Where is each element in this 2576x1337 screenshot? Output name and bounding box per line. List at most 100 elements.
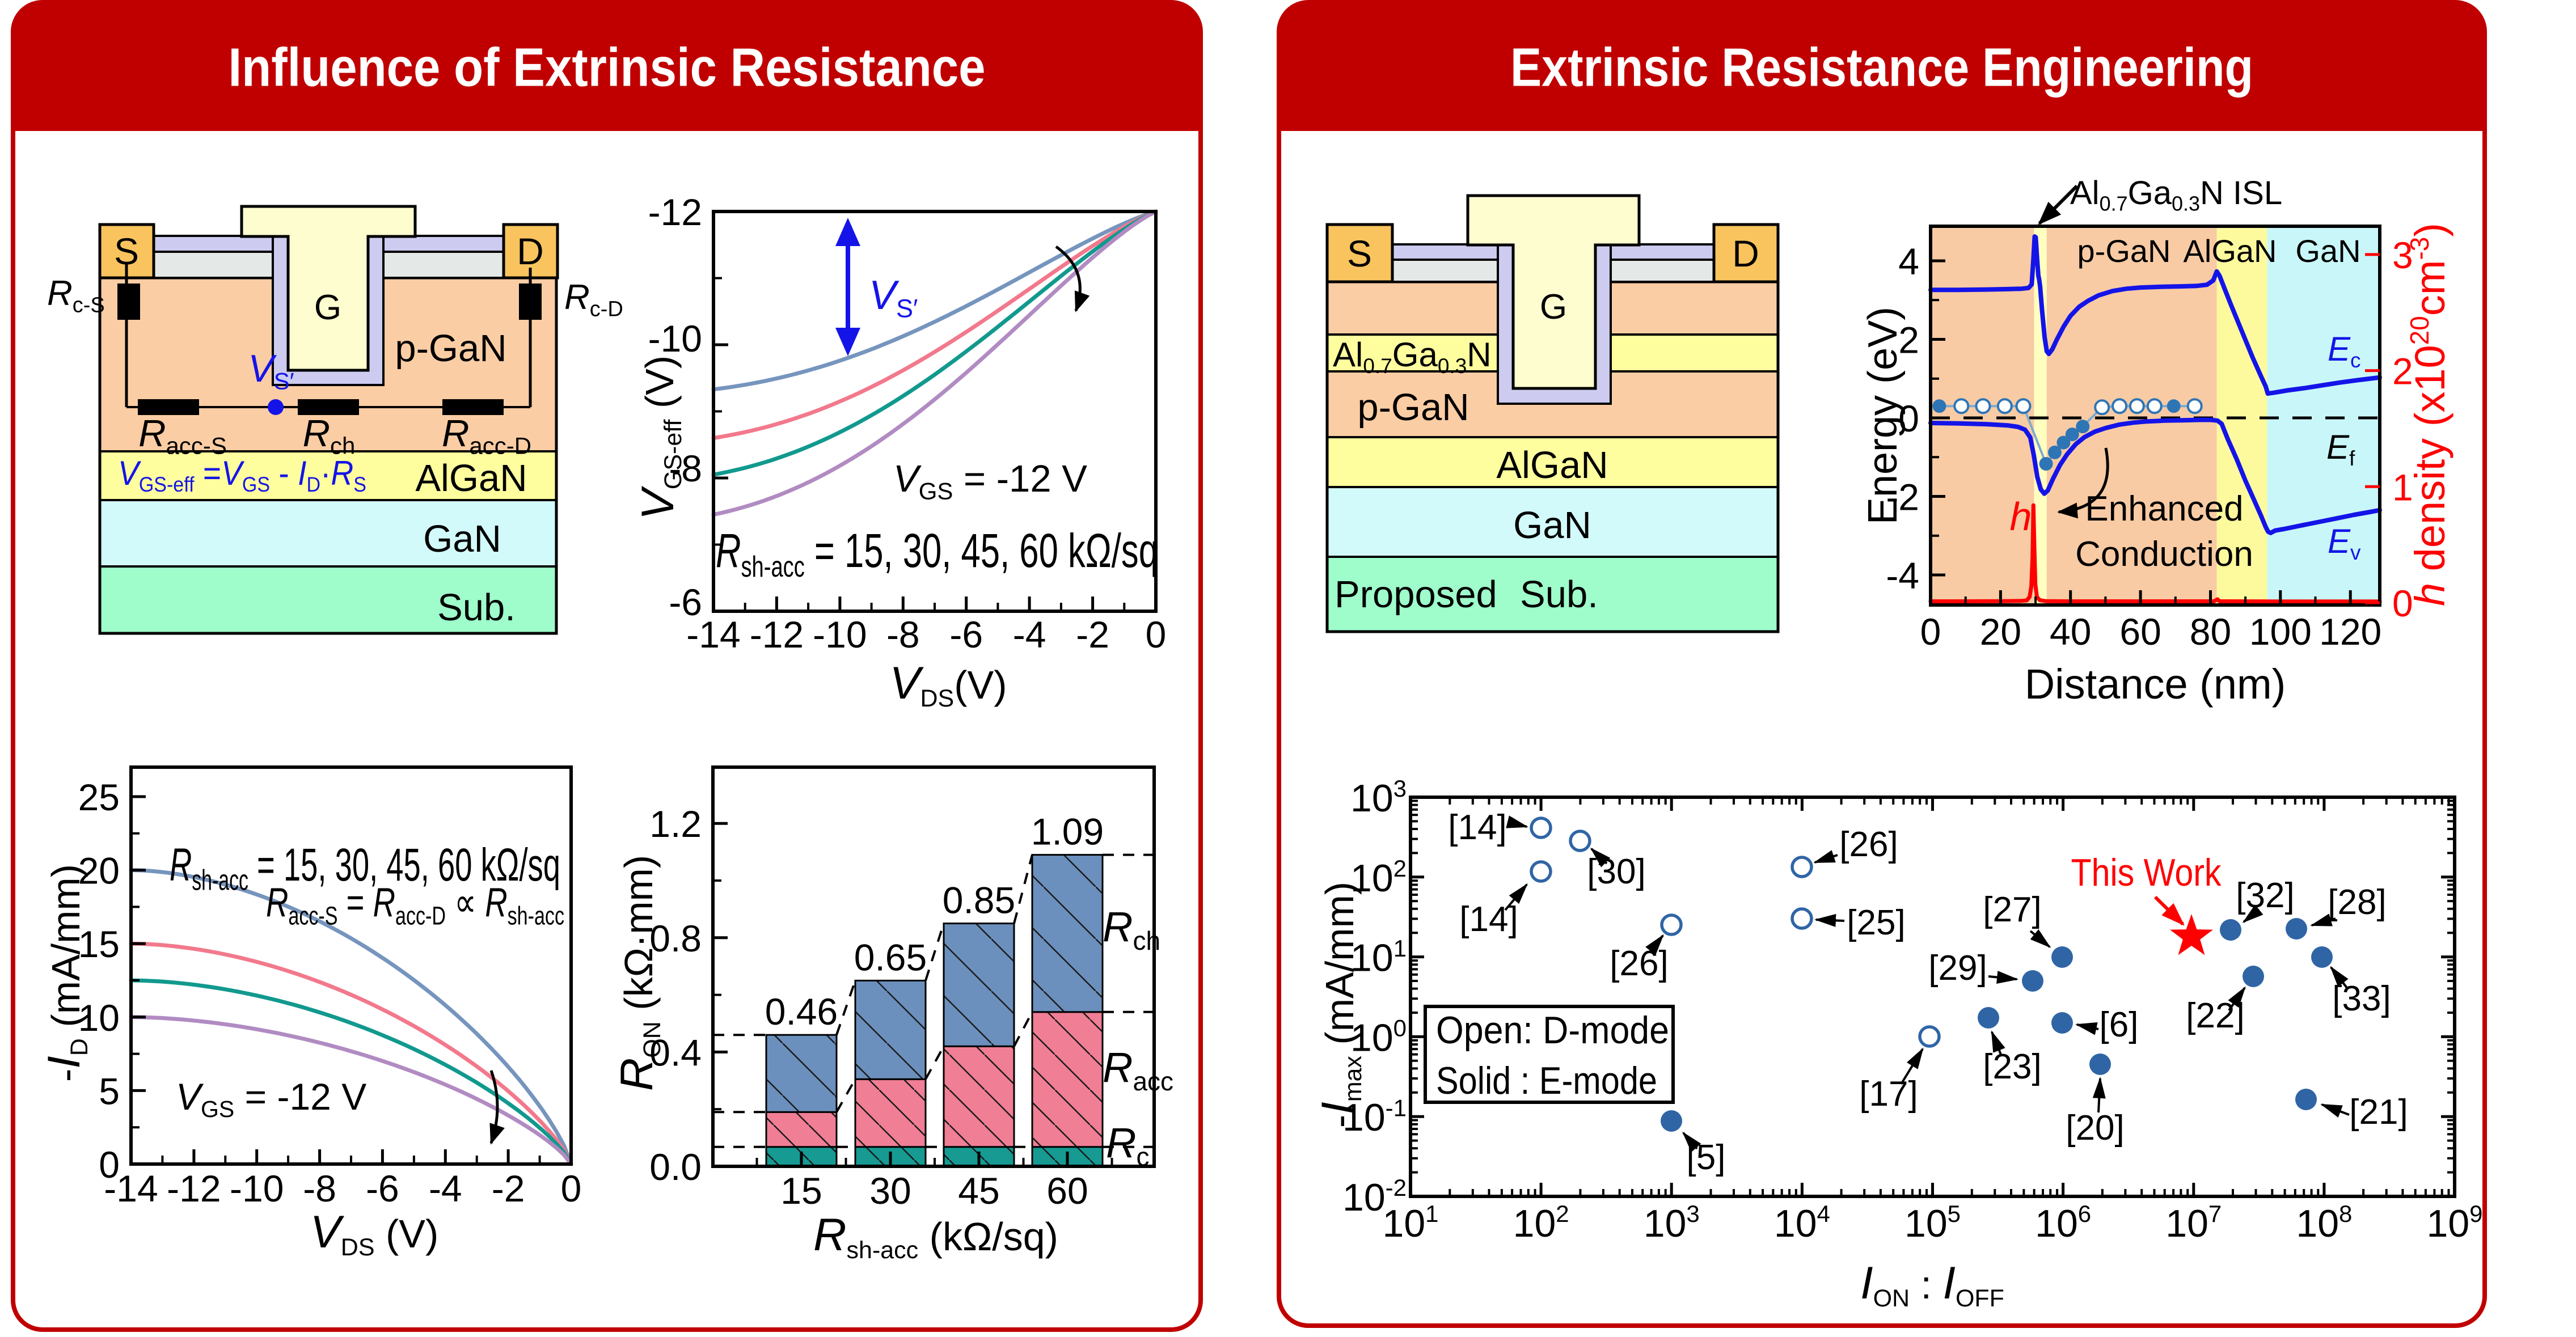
svg-text:GaN: GaN [2295,233,2360,269]
svg-text:15: 15 [78,923,120,965]
svg-text:1.09: 1.09 [1031,811,1104,853]
svg-text:p-GaN: p-GaN [1357,386,1469,429]
svg-text:30: 30 [869,1170,911,1212]
svg-text:Ef: Ef [2326,428,2355,470]
svg-text:p-GaN: p-GaN [395,327,506,370]
svg-text:VGS-eff (V): VGS-eff (V) [632,356,687,520]
svg-text:102: 102 [1513,1200,1569,1245]
svg-text:108: 108 [2296,1200,2352,1245]
svg-text:[33]: [33] [2332,979,2391,1018]
svg-text:0: 0 [99,1144,120,1186]
svg-text:0: 0 [2392,582,2413,624]
svg-text:Rsh-acc = 15, 30, 45, 60 kΩ/sq: Rsh-acc = 15, 30, 45, 60 kΩ/sq [170,839,560,896]
svg-text:Proposed: Proposed [1335,573,1497,616]
svg-text:Racc-D: Racc-D [442,412,531,459]
svg-text:-8: -8 [886,614,920,655]
svg-text:0.8: 0.8 [649,917,702,959]
svg-text:45: 45 [958,1170,999,1212]
svg-text:101: 101 [1350,935,1407,980]
svg-text:Rsh-acc = 15, 30, 45, 60 kΩ/sq: Rsh-acc = 15, 30, 45, 60 kΩ/sq [716,524,1158,583]
svg-text:4: 4 [1898,240,1919,282]
svg-text:This Work: This Work [2071,851,2222,894]
svg-text:104: 104 [1774,1200,1830,1245]
svg-text:GaN: GaN [423,518,501,560]
svg-text:G: G [314,288,341,327]
svg-text:VS′: VS′ [248,347,294,395]
svg-text:-6: -6 [366,1167,399,1209]
svg-text:102: 102 [1350,855,1407,900]
svg-text:Ec: Ec [2328,330,2361,372]
svg-text:Rch: Rch [303,412,356,459]
svg-text:Rc: Rc [1106,1119,1149,1171]
svg-text:[21]: [21] [2349,1093,2408,1132]
svg-text:D: D [1732,232,1759,274]
svg-text:[6]: [6] [2100,1005,2139,1044]
svg-text:2: 2 [1898,319,1919,361]
svg-text:-8: -8 [669,447,702,489]
svg-text:[28]: [28] [2328,883,2386,922]
svg-text:0: 0 [1898,397,1919,439]
svg-text:100: 100 [2249,611,2312,653]
svg-text:-12: -12 [648,191,702,233]
svg-text:[30]: [30] [1587,852,1645,891]
svg-text:3: 3 [2392,234,2413,276]
svg-text:VGS-eff =VGS - ID·RS: VGS-eff =VGS - ID·RS [118,454,366,496]
svg-text:D: D [517,230,544,272]
svg-text:0: 0 [1920,611,1941,653]
svg-text:1.2: 1.2 [649,803,702,845]
svg-text:Energy (eV): Energy (eV) [1860,307,1906,524]
svg-text:103: 103 [1350,775,1407,820]
svg-text:109: 109 [2427,1200,2483,1245]
svg-text:0.4: 0.4 [649,1031,702,1073]
svg-text:VGS = -12 V: VGS = -12 V [893,458,1087,504]
svg-text:AlGaN: AlGaN [415,457,527,500]
svg-text:[32]: [32] [2236,876,2294,915]
svg-text:h density (x1020cm-3): h density (x1020cm-3) [2405,223,2453,606]
svg-text:-2: -2 [492,1167,525,1209]
svg-text:[27]: [27] [1983,890,2041,929]
svg-text:ION : IOFF: ION : IOFF [1860,1258,2004,1312]
svg-text:VGS = -12 V: VGS = -12 V [176,1076,366,1122]
svg-text:Rch: Rch [1103,903,1160,955]
svg-text:-8: -8 [303,1167,336,1209]
svg-text:p-GaN: p-GaN [2077,233,2171,269]
svg-text:101: 101 [1383,1200,1439,1245]
svg-text:Enhanced: Enhanced [2085,489,2243,528]
svg-text:Solid : E-mode: Solid : E-mode [1436,1059,1657,1102]
svg-text:-Imax (mA/mm): -Imax (mA/mm) [1312,882,1367,1128]
svg-text:60: 60 [2119,611,2161,653]
svg-text:-12: -12 [167,1167,221,1209]
svg-text:10: 10 [78,997,120,1039]
svg-text:Open: D-mode: Open: D-mode [1436,1009,1669,1052]
svg-text:Racc: Racc [1103,1044,1173,1096]
svg-text:2: 2 [2392,350,2413,392]
svg-text:80: 80 [2190,611,2231,653]
svg-text:-14: -14 [104,1167,158,1209]
svg-text:100: 100 [1350,1015,1407,1060]
svg-text:[17]: [17] [1859,1074,1918,1114]
svg-text:0: 0 [1146,614,1167,655]
svg-text:G: G [1540,287,1567,327]
svg-text:20: 20 [78,850,120,892]
svg-text:Influence of Extrinsic Resista: Influence of Extrinsic Resistance [229,37,986,98]
svg-text:15: 15 [780,1170,822,1212]
svg-text:Rc-D: Rc-D [564,278,623,321]
svg-text:0.46: 0.46 [765,991,838,1033]
svg-text:-10: -10 [648,318,702,359]
svg-text:60: 60 [1046,1170,1088,1212]
svg-text:[26]: [26] [1610,944,1668,983]
svg-text:[26]: [26] [1839,825,1898,864]
svg-text:-6: -6 [669,581,702,623]
svg-text:S: S [1347,232,1372,274]
svg-text:107: 107 [2165,1200,2222,1245]
svg-text:0.85: 0.85 [943,879,1015,921]
svg-text:Rc-S: Rc-S [47,274,105,317]
svg-text:-2: -2 [1076,614,1109,655]
svg-text:[14]: [14] [1448,808,1506,847]
svg-text:-4: -4 [1013,614,1046,655]
svg-text:-12: -12 [750,614,804,655]
svg-text:103: 103 [1644,1200,1700,1245]
svg-text:0.0: 0.0 [649,1146,702,1188]
svg-text:106: 106 [2035,1200,2091,1245]
svg-text:1: 1 [2392,466,2413,508]
